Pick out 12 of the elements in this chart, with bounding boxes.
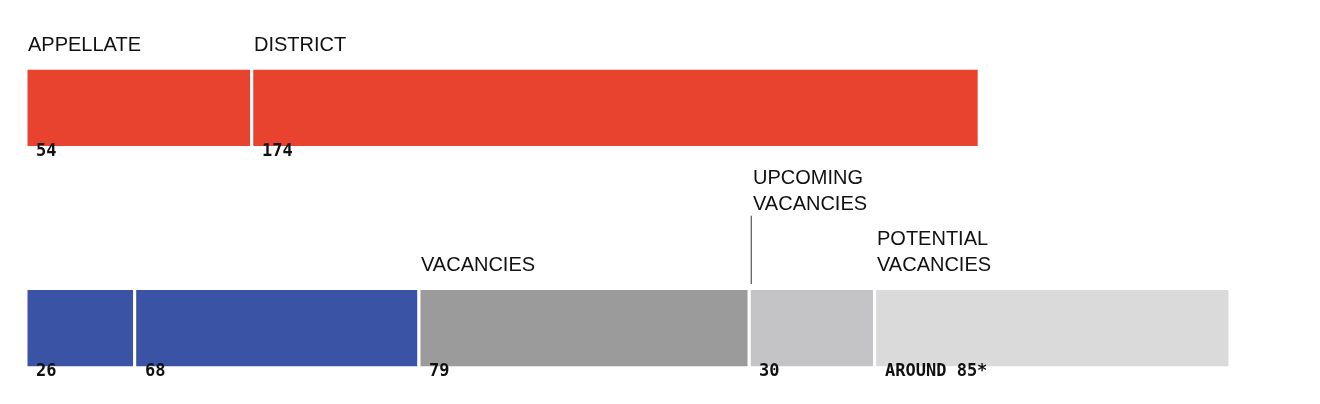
text: UPCOMING VACANCIES [753, 166, 868, 214]
series-label: VACANCIES [421, 253, 536, 275]
data-label: 68 [145, 360, 166, 380]
series-label: APPELLATE [28, 33, 142, 55]
data-label: 54 [36, 140, 57, 160]
data-label: 79 [429, 360, 450, 380]
data-label: 30 [759, 360, 780, 380]
series-label: DISTRICT [254, 33, 347, 55]
data-label: 174 [262, 140, 293, 160]
data-label: AROUND 85* [885, 360, 988, 380]
series-label: POTENTIAL VACANCIES [877, 227, 992, 275]
data-label: 26 [36, 360, 57, 380]
